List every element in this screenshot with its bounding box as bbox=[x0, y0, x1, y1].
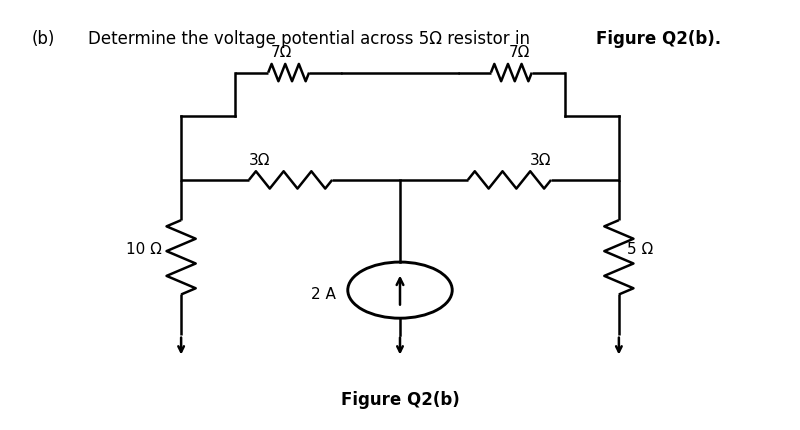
Text: 10 Ω: 10 Ω bbox=[126, 242, 162, 257]
Text: Determine the voltage potential across 5Ω resistor in: Determine the voltage potential across 5… bbox=[88, 30, 535, 48]
Text: 5 Ω: 5 Ω bbox=[626, 242, 653, 257]
Text: 2 A: 2 A bbox=[311, 287, 336, 302]
Text: Figure Q2(b): Figure Q2(b) bbox=[341, 391, 459, 409]
Text: 3Ω: 3Ω bbox=[249, 153, 270, 168]
Text: 7Ω: 7Ω bbox=[508, 45, 530, 60]
Text: 7Ω: 7Ω bbox=[270, 45, 292, 60]
Text: Figure Q2(b).: Figure Q2(b). bbox=[596, 30, 721, 48]
Text: (b): (b) bbox=[32, 30, 55, 48]
Text: 3Ω: 3Ω bbox=[530, 153, 551, 168]
